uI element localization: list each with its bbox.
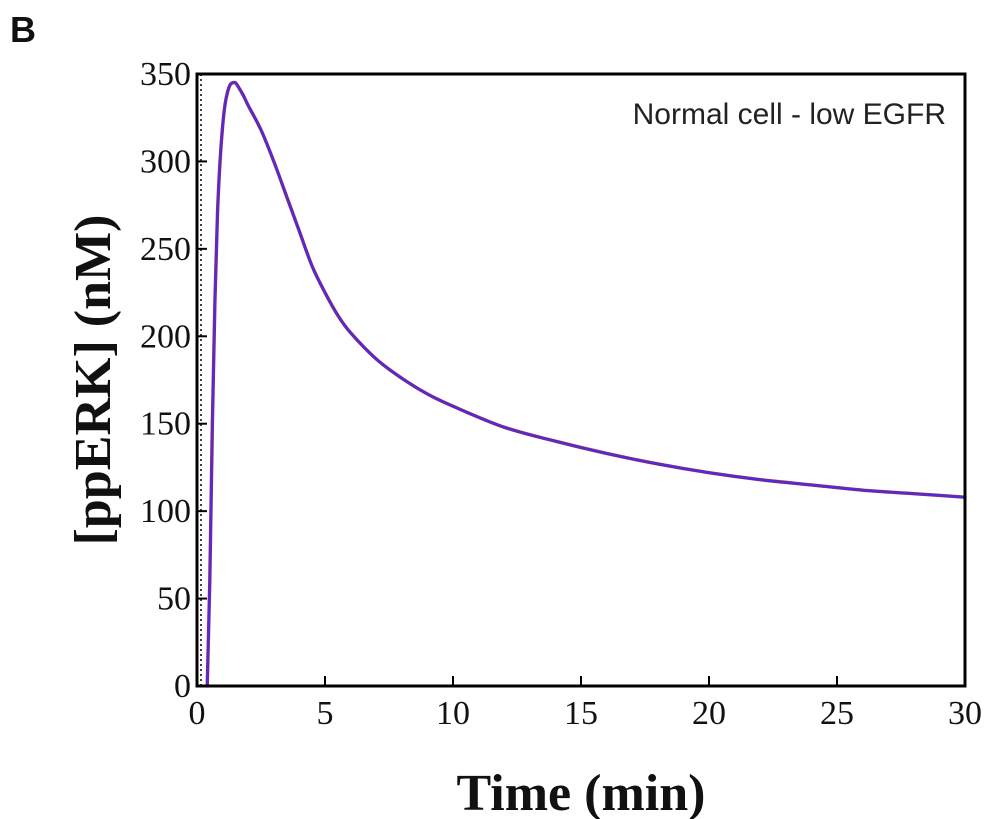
y-tick-label: 250 [140, 231, 191, 268]
y-tick-label: 100 [140, 493, 191, 530]
x-tick-label: 0 [189, 695, 206, 732]
x-tick-label: 25 [820, 695, 854, 732]
x-axis-ticks: 0 5 10 15 20 25 30 [189, 676, 982, 732]
y-tick-label: 150 [140, 406, 191, 443]
y-tick-label: 50 [157, 581, 191, 618]
x-tick-label: 15 [564, 695, 598, 732]
y-tick-label: 350 [140, 56, 191, 93]
y-axis-title: [ppERK] (nM) [65, 215, 122, 546]
series-line-2 [205, 81, 967, 688]
plot-area: 0 5 10 15 20 25 30 0 50 100 150 200 250 300 350 [140, 56, 982, 732]
chart-annotation: Normal cell - low EGFR [633, 98, 946, 131]
y-axis-ticks: 0 50 100 150 200 250 300 350 [140, 56, 207, 705]
x-tick-label: 30 [948, 695, 982, 732]
series-layer [205, 80, 967, 688]
plot-frame [195, 72, 967, 688]
x-tick-label: 20 [692, 695, 726, 732]
x-axis-title: Time (min) [457, 765, 706, 819]
series-line-1 [205, 80, 967, 688]
x-tick-label: 5 [317, 695, 334, 732]
y-tick-label: 300 [140, 143, 191, 180]
y-tick-label: 0 [174, 668, 191, 705]
panel-letter: B [10, 9, 36, 50]
x-tick-label: 10 [436, 695, 470, 732]
y-tick-label: 200 [140, 318, 191, 355]
